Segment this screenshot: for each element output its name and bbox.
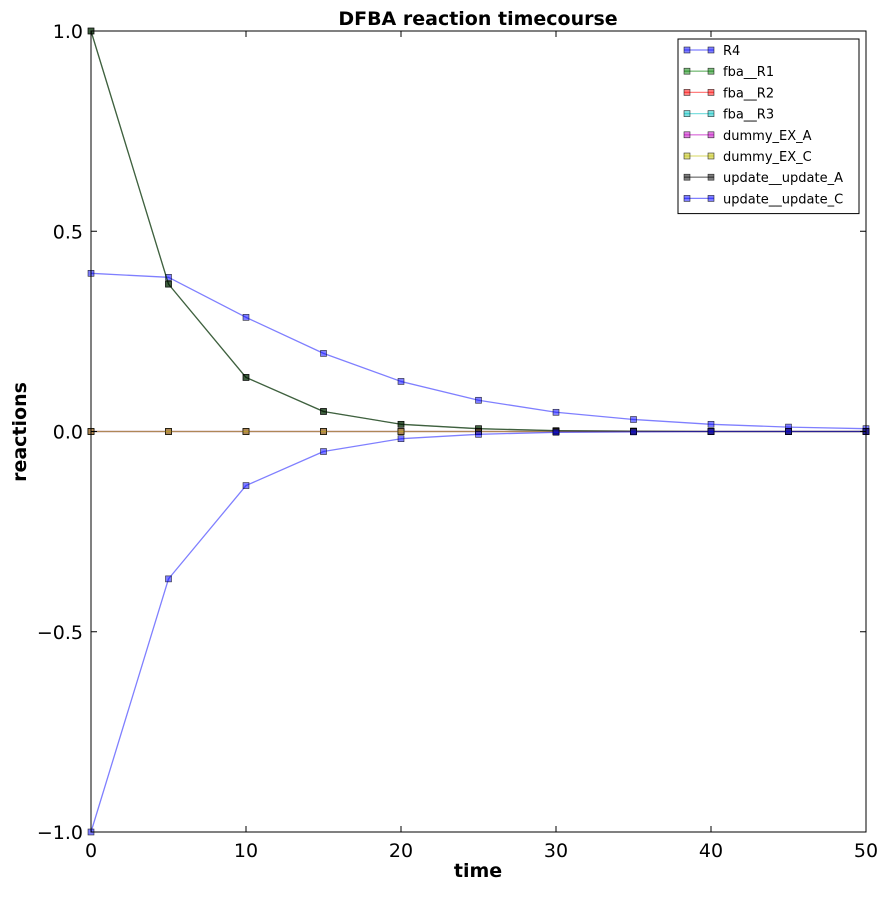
legend-marker-3-1 [707,110,715,117]
y-tick-label: −1.0 [37,822,83,844]
legend-marker-3-0 [683,110,691,117]
legend-marker-6-1 [707,173,715,181]
series-marker-7-3 [320,448,327,455]
x-tick-label: 50 [854,840,878,862]
legend-marker-1-1 [707,67,715,75]
legend-label: update__update_C [723,192,843,207]
legend-marker-7-1 [707,195,715,202]
series-marker-5-4 [397,428,405,435]
legend-label: R4 [723,44,740,59]
legend-marker-4-0 [683,131,691,139]
series-marker-5-3 [320,428,327,435]
x-axis-label: time [454,860,502,882]
y-tick-label: 1.0 [53,21,83,43]
series-marker-6-1 [165,280,172,288]
x-tick-label: 10 [234,840,258,862]
legend-marker-5-0 [683,152,691,160]
legend-label: fba__R2 [723,86,774,101]
series-marker-7-9 [785,428,792,435]
legend-label: fba__R1 [723,65,774,80]
series-marker-7-5 [475,431,482,438]
series-marker-0-2 [242,314,250,321]
series-marker-6-3 [320,408,327,415]
series-marker-7-7 [630,428,637,436]
series-marker-0-8 [707,420,715,428]
x-tick-label: 30 [544,840,568,862]
legend-label: fba__R3 [723,108,774,123]
series-marker-7-4 [397,435,405,443]
x-tick-label: 40 [699,840,723,862]
legend-marker-7-0 [683,195,691,202]
series-marker-6-2 [242,374,250,381]
legend-marker-5-1 [707,152,715,160]
legend-marker-0-1 [707,46,715,54]
series-marker-6-4 [397,420,405,428]
chart-title: DFBA reaction timecourse [338,8,617,30]
x-tick-label: 20 [389,840,413,862]
y-axis-label: reactions [9,382,31,482]
x-tick-label: 0 [85,840,97,862]
axes: 0 10 20 30 40 50 1.0 0.5 0.0 −0.5 −1.0 [37,21,878,862]
series-marker-0-4 [397,378,405,385]
series-marker-0-1 [165,274,172,281]
y-tick-label: −0.5 [37,622,83,644]
series-marker-0-5 [475,396,482,404]
series-marker-0-6 [552,408,560,416]
series-marker-0-3 [320,350,327,357]
legend-marker-1-0 [683,67,691,75]
legend-marker-4-1 [707,131,715,139]
series-marker-6-5 [475,425,482,432]
series-marker-0-7 [630,416,637,423]
legend-label: update__update_A [723,171,843,186]
legend-label: dummy_EX_A [723,129,812,144]
series-marker-5-1 [165,428,172,435]
legend-marker-2-1 [707,89,715,96]
legend-label: dummy_EX_C [723,150,812,165]
legend-marker-6-0 [683,173,691,181]
series-marker-7-8 [707,428,715,435]
legend: R4 fba__R1 fba__R2 fba__R3 dummy_EX_A dummy_E… [677,38,860,215]
series-marker-7-1 [165,575,172,583]
y-tick-label: 0.5 [53,221,83,243]
y-tick-label: 0.0 [53,422,83,444]
series-marker-7-6 [552,429,560,436]
series-marker-5-2 [242,428,250,435]
series-marker-7-2 [242,482,250,489]
legend-marker-2-0 [683,89,691,96]
legend-marker-0-0 [683,46,691,54]
